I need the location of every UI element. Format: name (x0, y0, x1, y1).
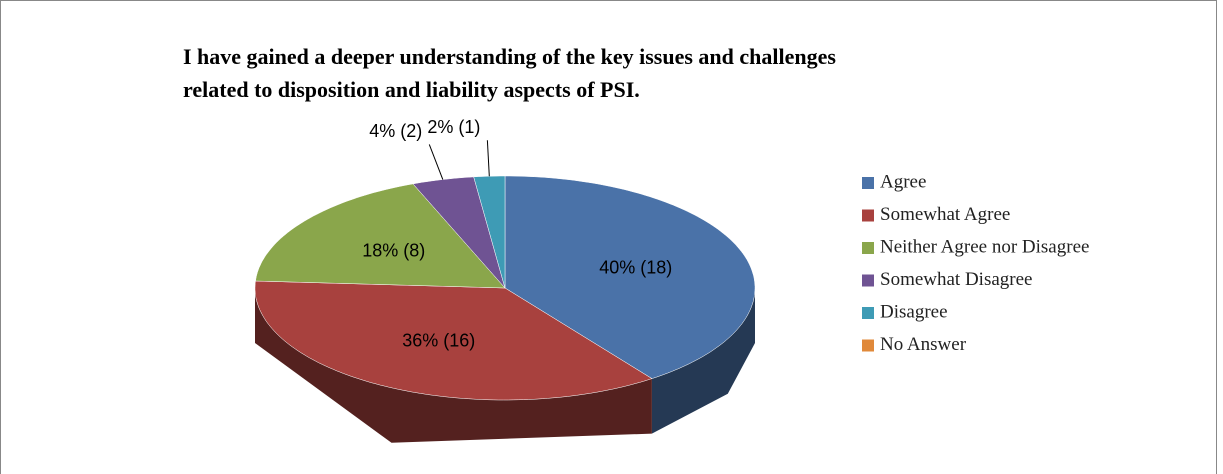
data-label: 36% (16) (402, 331, 475, 351)
data-label: 2% (1) (427, 117, 480, 137)
leader-line (428, 144, 444, 180)
slice (254, 280, 653, 401)
data-label: 40% (18) (599, 258, 672, 278)
legend-swatch (862, 274, 874, 287)
slice (473, 175, 506, 289)
slice (412, 176, 506, 289)
legend-label: Disagree (880, 301, 948, 322)
legend-swatch (862, 307, 874, 319)
data-label: 18% (8) (362, 241, 425, 261)
slice (504, 175, 756, 379)
legend-swatch (862, 339, 874, 352)
legend-label: No Answer (880, 334, 967, 355)
leader-line (486, 140, 490, 177)
slice-side (255, 288, 652, 443)
slice-side (651, 288, 755, 434)
legend-label: Somewhat Agree (880, 204, 1010, 225)
legend-swatch (862, 209, 874, 222)
slice (255, 183, 506, 289)
legend-label: Somewhat Disagree (880, 269, 1032, 290)
legend-swatch (862, 177, 874, 189)
legend-swatch (862, 242, 874, 254)
data-label: 4% (2) (369, 121, 422, 141)
chart-title: I have gained a deeper understanding of … (183, 44, 836, 102)
legend-label: Neither Agree nor Disagree (880, 236, 1089, 257)
legend-label: Agree (880, 171, 926, 192)
